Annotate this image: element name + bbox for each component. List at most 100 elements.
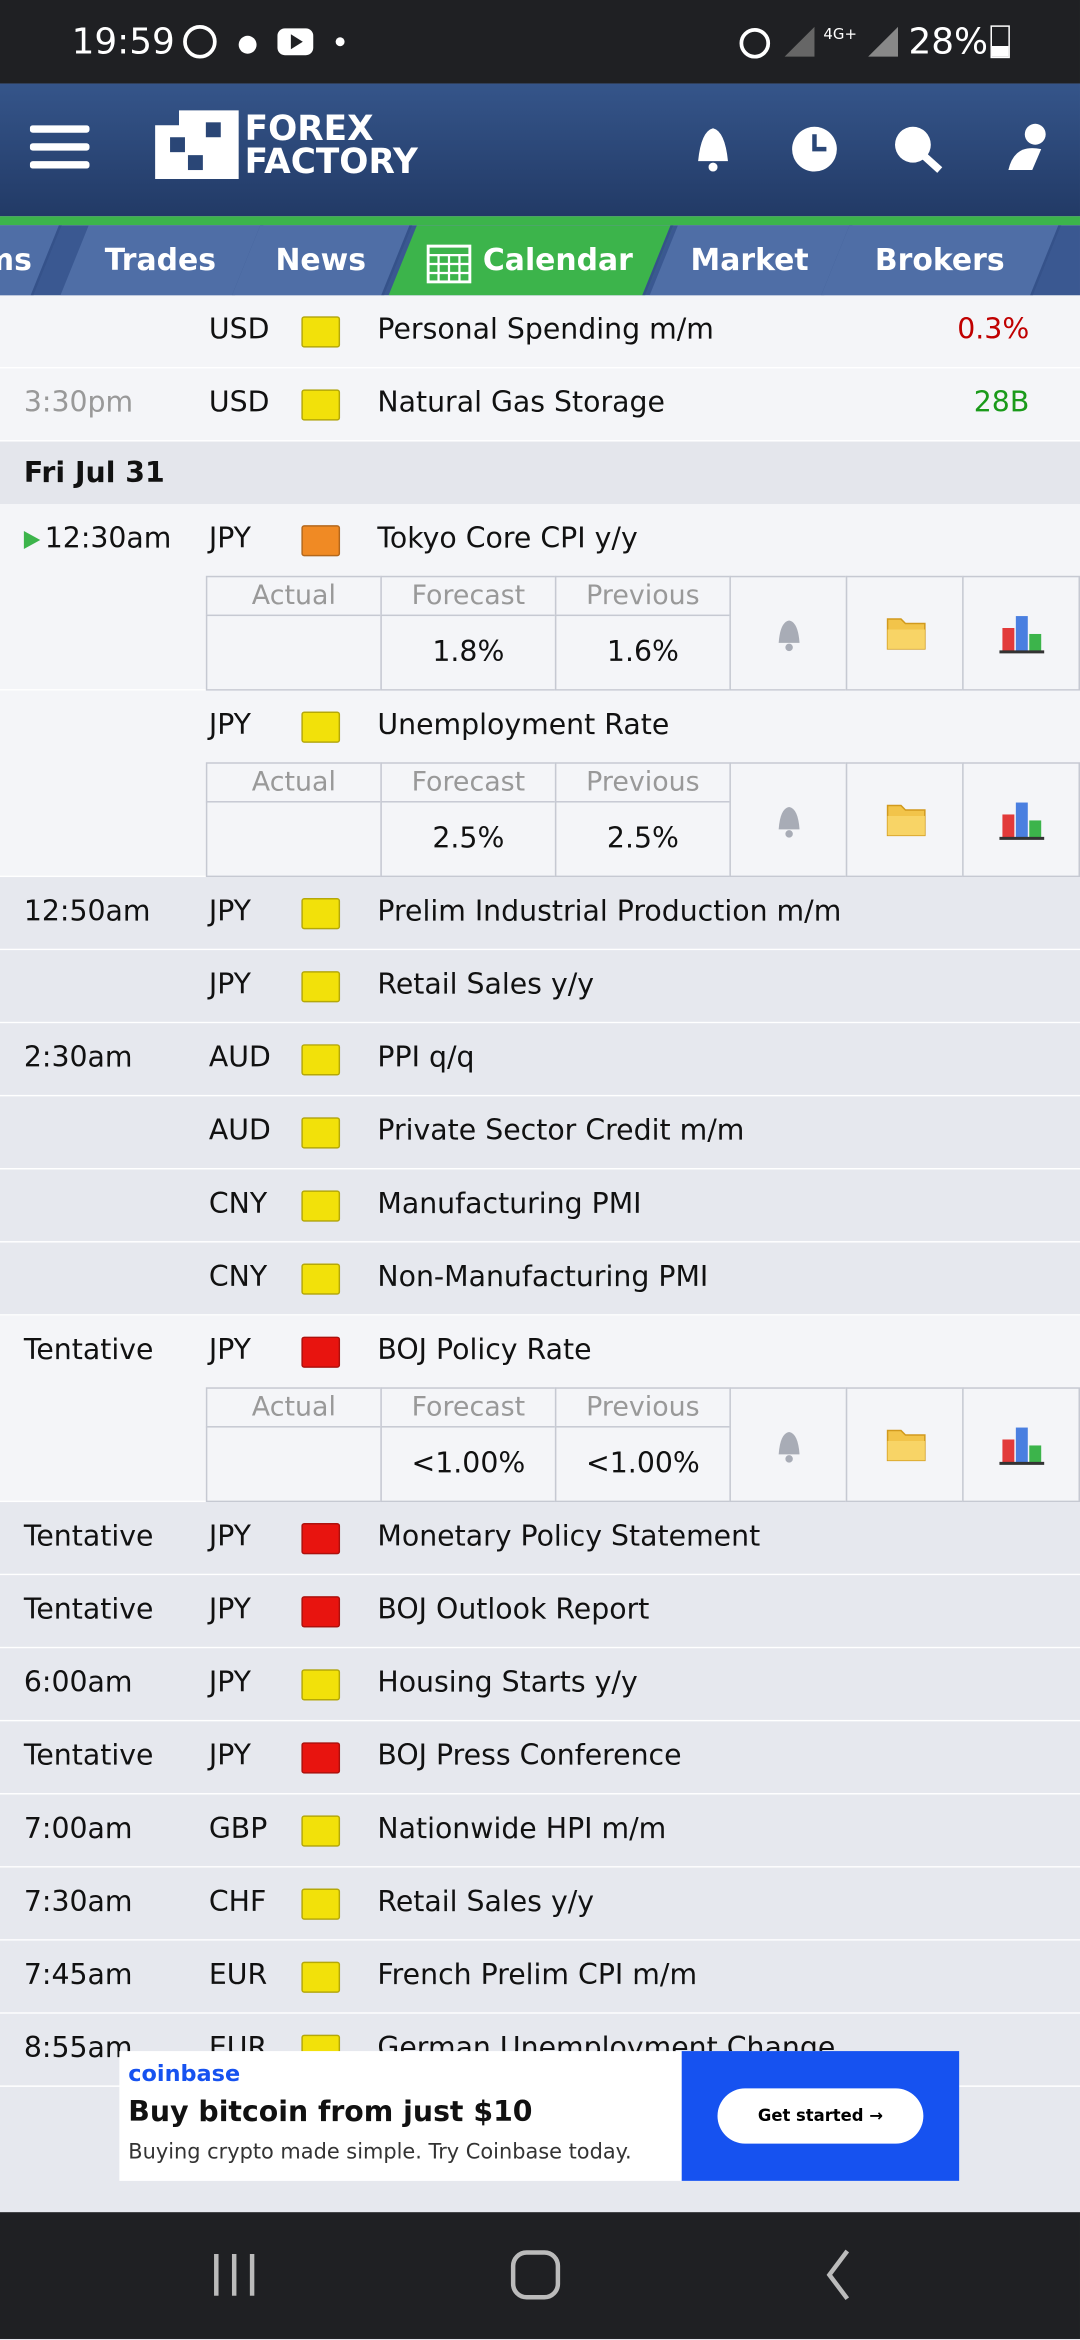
chart-icon xyxy=(999,802,1045,840)
logo-text[interactable]: FOREX FACTORY xyxy=(244,113,418,182)
event-title: Tokyo Core CPI y/y xyxy=(377,522,638,555)
folder-icon xyxy=(886,1429,926,1462)
event-row[interactable]: Tentative JPY BOJ Outlook Report xyxy=(0,1575,1080,1649)
impact-icon xyxy=(301,1190,341,1222)
tab[interactable]: Trades xyxy=(75,225,247,295)
currency: CNY xyxy=(208,1260,268,1294)
event-title: Prelim Industrial Production m/m xyxy=(377,895,842,928)
event-row[interactable]: AUD Private Sector Credit m/m xyxy=(0,1096,1080,1170)
event-title: Retail Sales y/y xyxy=(377,968,595,1001)
event-row[interactable]: 3:30pm USD Natural Gas Storage 28B xyxy=(0,368,1080,442)
impact-icon xyxy=(301,1263,341,1295)
ad-cta-area: Get started → xyxy=(681,2051,960,2181)
event-time: Tentative xyxy=(23,1520,154,1553)
event-row[interactable]: CNY Manufacturing PMI xyxy=(0,1169,1080,1243)
currency: JPY xyxy=(208,1666,251,1700)
event-time: 7:30am xyxy=(23,1885,133,1919)
impact-icon xyxy=(301,525,341,557)
nav-bar xyxy=(0,2212,1080,2339)
nav-buttons[interactable] xyxy=(0,2212,1080,2339)
bell-button[interactable] xyxy=(729,762,848,878)
bell-button[interactable] xyxy=(729,575,848,691)
chart-icon xyxy=(999,616,1045,654)
notification-icons xyxy=(183,24,345,59)
tab[interactable]: Market xyxy=(664,225,836,295)
event-time: 2:30am xyxy=(23,1041,133,1075)
event-row[interactable]: USD Personal Spending m/m 0.3% xyxy=(0,295,1080,369)
actual-value: 28B xyxy=(973,386,1030,420)
impact-icon xyxy=(301,1336,341,1368)
impact-icon xyxy=(301,1596,341,1628)
detail-value: 2.5% xyxy=(554,801,731,878)
ad-banner[interactable]: coinbase Buy bitcoin from just $10 Buyin… xyxy=(119,2051,960,2181)
chart-button[interactable] xyxy=(962,1387,1080,1503)
tab[interactable]: Brokers xyxy=(835,225,1044,295)
event-time: Tentative xyxy=(23,1593,154,1626)
ad-button[interactable]: Get started → xyxy=(717,2088,924,2144)
event-row[interactable]: 12:30am JPY Tokyo Core CPI y/y Actual Foreca… xyxy=(0,504,1080,691)
actual-value: 0.3% xyxy=(957,313,1030,347)
calendar: USD Personal Spending m/m 0.3% 3:30pm USD Nat… xyxy=(0,295,1080,2212)
impact-icon xyxy=(301,389,341,421)
tab[interactable]: ms xyxy=(0,225,45,295)
event-title: BOJ Press Conference xyxy=(377,1739,682,1773)
event-row[interactable]: 7:00am GBP Nationwide HPI m/m xyxy=(0,1794,1080,1868)
menu-button[interactable] xyxy=(29,125,90,170)
event-title: Unemployment Rate xyxy=(377,708,670,742)
currency: USD xyxy=(208,386,270,420)
currency: CNY xyxy=(208,1187,268,1221)
header-actions[interactable] xyxy=(686,119,1059,179)
folder-button[interactable] xyxy=(845,1387,964,1503)
event-details: Actual Forecast 2.5% Previous 2.5% xyxy=(205,762,1080,878)
event-time: Tentative xyxy=(23,1739,154,1773)
app-header: FOREX FACTORY xyxy=(0,83,1080,217)
accent-bar xyxy=(0,216,1080,226)
event-row[interactable]: 6:00am JPY Housing Starts y/y xyxy=(0,1648,1080,1722)
currency: USD xyxy=(208,313,270,347)
impact-icon xyxy=(301,1815,341,1847)
impact-icon xyxy=(301,1888,341,1920)
day-label: Fri Jul 31 xyxy=(23,456,165,490)
event-row[interactable]: Tentative JPY BOJ Press Conference xyxy=(0,1721,1080,1795)
event-title: Personal Spending m/m xyxy=(377,313,714,347)
event-row[interactable]: 7:45am EUR French Prelim CPI m/m xyxy=(0,1940,1080,2014)
event-title: BOJ Outlook Report xyxy=(377,1593,650,1626)
currency: AUD xyxy=(208,1041,271,1075)
event-row[interactable]: JPY Unemployment Rate Actual Forecast 2.5% Pr… xyxy=(0,690,1080,878)
event-title: Private Sector Credit m/m xyxy=(377,1114,745,1148)
logo-line: FACTORY xyxy=(244,143,418,182)
detail-value: 1.8% xyxy=(380,614,557,691)
currency: GBP xyxy=(208,1812,268,1846)
event-time: 3:30pm xyxy=(23,386,134,420)
detail-value: <1.00% xyxy=(554,1426,731,1503)
event-time: 7:00am xyxy=(23,1812,133,1846)
event-time: 12:30am xyxy=(44,522,172,555)
folder-button[interactable] xyxy=(845,575,964,691)
tab[interactable]: Calendar xyxy=(403,225,657,295)
clock: 19:59 xyxy=(71,20,175,63)
bell-button[interactable] xyxy=(729,1387,848,1503)
impact-icon xyxy=(301,1961,341,1993)
event-row[interactable]: CNY Non-Manufacturing PMI xyxy=(0,1242,1080,1316)
folder-button[interactable] xyxy=(845,762,964,878)
event-row[interactable]: 7:30am CHF Retail Sales y/y xyxy=(0,1867,1080,1941)
detail-header: Previous xyxy=(554,1387,731,1428)
event-row[interactable]: 12:50am JPY Prelim Industrial Production m… xyxy=(0,877,1080,951)
event-row[interactable]: Tentative JPY Monetary Policy Statement xyxy=(0,1502,1080,1576)
currency: JPY xyxy=(208,1520,251,1553)
chart-button[interactable] xyxy=(962,575,1080,691)
next-marker xyxy=(23,531,41,549)
event-row[interactable]: 2:30am AUD PPI q/q xyxy=(0,1023,1080,1097)
bell-icon xyxy=(778,620,800,652)
chart-button[interactable] xyxy=(962,762,1080,878)
event-row[interactable]: JPY Retail Sales y/y xyxy=(0,950,1080,1024)
tab-label: Calendar xyxy=(482,241,633,278)
event-title: Manufacturing PMI xyxy=(377,1187,642,1221)
currency: AUD xyxy=(208,1114,271,1148)
event-time: 6:00am xyxy=(23,1666,133,1700)
status-bar: 19:59 4G+ 28% xyxy=(0,0,1080,84)
tab[interactable]: News xyxy=(246,225,395,295)
event-row[interactable]: Tentative JPY BOJ Policy Rate Actual Forecas… xyxy=(0,1315,1080,1503)
impact-icon xyxy=(301,1742,341,1774)
